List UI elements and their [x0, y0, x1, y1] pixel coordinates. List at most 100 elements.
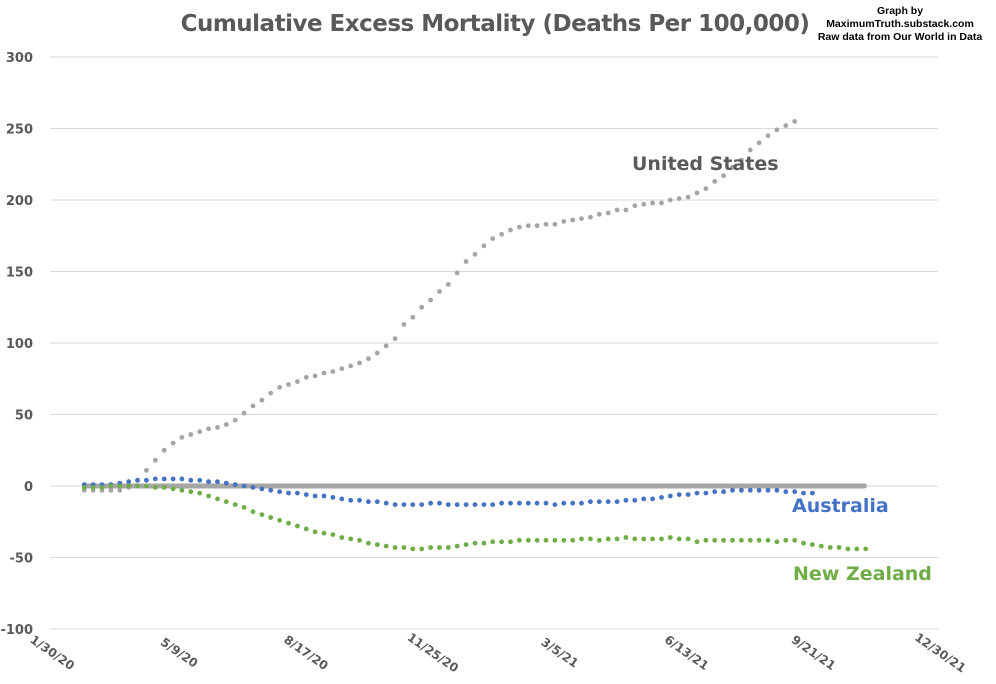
data-point: [223, 422, 229, 427]
data-point: [650, 200, 655, 206]
series-australia: [81, 476, 815, 507]
x-tick-label: 6/13/21: [662, 633, 711, 673]
credit-line-3: Raw data from Our World in Data: [818, 31, 982, 43]
data-point: [747, 147, 753, 153]
data-point: [295, 379, 300, 384]
data-point: [223, 499, 229, 505]
data-point: [250, 485, 256, 490]
data-point: [383, 543, 389, 549]
data-point: [543, 221, 549, 227]
x-tick-label: 12/30/21: [912, 630, 968, 675]
data-point: [268, 487, 274, 493]
data-point: [374, 499, 380, 505]
data-point: [472, 502, 478, 507]
data-point: [437, 545, 442, 550]
data-point: [685, 536, 691, 542]
data-point: [765, 133, 771, 139]
data-point: [152, 476, 158, 482]
data-point: [774, 127, 780, 133]
data-point: [579, 500, 584, 506]
data-point: [632, 497, 638, 503]
data-point: [437, 289, 442, 294]
data-point: [730, 537, 735, 543]
data-point: [241, 505, 247, 510]
data-point: [641, 201, 647, 207]
y-tick-label: 100: [6, 337, 33, 352]
data-point: [588, 536, 593, 542]
data-point: [383, 343, 389, 349]
data-point: [472, 540, 478, 546]
data-point: [339, 535, 345, 540]
data-point: [783, 489, 789, 495]
data-point: [596, 499, 602, 505]
credit-line-1: Graph by: [877, 5, 923, 17]
data-point: [552, 221, 558, 227]
data-point: [472, 251, 478, 257]
data-point: [650, 536, 655, 542]
credit-line-2: MaximumTruth.substack.com: [826, 18, 974, 30]
data-point: [508, 539, 513, 545]
data-point: [694, 190, 700, 196]
data-point: [401, 545, 407, 550]
data-point: [188, 489, 194, 495]
y-tick-label: 50: [15, 409, 33, 424]
data-point: [303, 492, 309, 497]
chart-title: Cumulative Excess Mortality (Deaths Per …: [181, 11, 810, 37]
data-point: [197, 477, 203, 483]
data-point: [206, 493, 212, 499]
data-point: [428, 297, 433, 303]
data-point: [605, 536, 611, 542]
data-point: [357, 497, 362, 503]
data-point: [588, 499, 593, 505]
data-point: [863, 546, 869, 552]
data-point: [232, 482, 238, 487]
data-point: [366, 499, 371, 505]
data-point: [490, 236, 496, 242]
data-point: [499, 231, 504, 237]
data-point: [215, 479, 220, 485]
data-point: [330, 532, 336, 537]
series-labels: United States Australia New Zealand: [632, 153, 932, 585]
data-point: [117, 487, 123, 493]
data-point: [605, 210, 611, 216]
data-point: [774, 539, 780, 545]
data-point: [321, 493, 327, 499]
data-point: [392, 545, 398, 550]
data-point: [632, 536, 638, 542]
data-point: [721, 537, 726, 543]
data-point: [747, 487, 753, 493]
data-point: [667, 535, 673, 540]
data-point: [188, 432, 194, 437]
x-tick-label: 9/21/21: [789, 633, 838, 673]
data-point: [792, 537, 798, 543]
data-point: [623, 207, 629, 213]
data-point: [534, 223, 540, 229]
x-axis-ticks: 1/30/20 5/9/20 8/17/20 11/25/20 3/5/21 6/13/2…: [28, 630, 969, 675]
data-point: [419, 502, 425, 507]
data-point: [286, 382, 291, 387]
data-point: [721, 173, 726, 179]
data-point: [614, 207, 620, 213]
series-label-australia: Australia: [792, 495, 889, 517]
data-point: [721, 489, 726, 495]
x-tick-label: 5/9/20: [158, 635, 201, 671]
data-point: [108, 483, 114, 489]
data-point: [277, 489, 282, 495]
y-tick-label: 150: [6, 266, 33, 281]
data-point: [712, 179, 718, 184]
data-point: [419, 546, 425, 552]
data-point: [499, 539, 504, 545]
data-point: [756, 140, 762, 146]
data-point: [517, 500, 522, 506]
data-point: [490, 539, 496, 545]
data-point: [508, 227, 513, 233]
data-point: [81, 485, 87, 490]
data-point: [437, 500, 442, 506]
data-point: [517, 537, 522, 543]
data-point: [410, 546, 416, 552]
data-point: [144, 477, 149, 483]
x-tick-label: 1/30/20: [28, 633, 77, 673]
data-point: [730, 164, 735, 170]
data-point: [792, 119, 798, 124]
